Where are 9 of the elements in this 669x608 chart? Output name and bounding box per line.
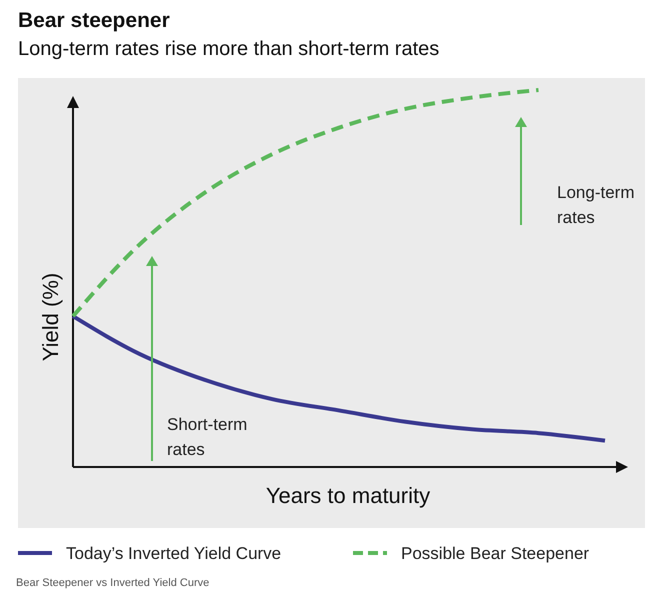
legend-label: Today’s Inverted Yield Curve xyxy=(66,544,282,563)
chart-subtitle: Long-term rates rise more than short-term rates xyxy=(18,38,440,60)
chart-title: Bear steepener xyxy=(18,9,170,32)
annotation: Long-term rates xyxy=(557,183,634,227)
legend-label: Possible Bear Steepener xyxy=(401,544,590,563)
x-axis-title: Years to maturity xyxy=(266,483,430,508)
text: Bear Steepener vs Inverted Yield Curve xyxy=(16,577,210,589)
y-axis-title: Yield (%) xyxy=(38,272,63,362)
annotation: Short-term rates xyxy=(167,415,248,459)
